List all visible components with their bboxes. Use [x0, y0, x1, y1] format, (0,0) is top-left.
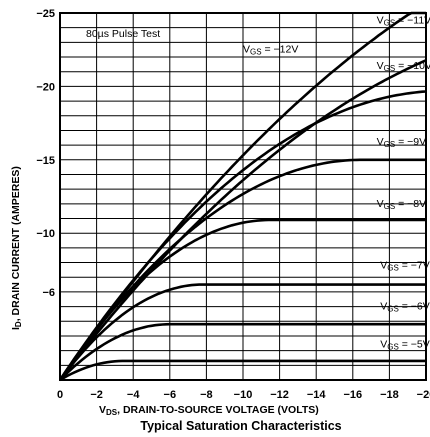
x-axis-title: VDS, DRAIN-TO-SOURCE VOLTAGE (VOLTS): [99, 404, 319, 417]
y-axis-title-subscript: D: [14, 321, 23, 327]
x-tick-label: −2: [90, 389, 103, 401]
y-tick-label: −25: [36, 8, 55, 20]
x-axis-title-text: , DRAIN-TO-SOURCE VOLTAGE (VOLTS): [117, 404, 319, 416]
series-label: VGS = −11V: [377, 14, 430, 27]
x-tick-label: −10: [234, 389, 253, 401]
x-tick-label: −18: [380, 389, 399, 401]
series-line: [58, 11, 426, 381]
x-tick-label: −6: [164, 389, 177, 401]
y-axis-title-symbol: I: [10, 327, 22, 330]
y-tick-labels: −25 −20 −15 −10 −6: [36, 8, 55, 299]
pulse-test-annotation: 80µs Pulse Test: [86, 28, 160, 40]
chart-title: Typical Saturation Characteristics: [140, 419, 341, 433]
x-tick-label: −8: [200, 389, 213, 401]
x-tick-label: −12: [270, 389, 289, 401]
series-line: [58, 283, 426, 381]
y-tick-label: −15: [36, 155, 55, 167]
y-tick-label: −20: [36, 81, 55, 93]
series-label: VGS = −8V: [377, 198, 427, 211]
series-line: [58, 59, 427, 381]
x-axis-title-subscript: DS: [106, 408, 118, 417]
x-tick-label: 0: [57, 389, 63, 401]
y-axis-title: ID, DRAIN CURRENT (AMPERES): [10, 166, 23, 330]
series-label: VGS = −6V: [380, 301, 430, 314]
x-tick-label: −16: [343, 389, 362, 401]
x-tick-labels: 0 −2 −4 −6 −8 −10 −12 −14 −16 −18 −20: [57, 389, 430, 401]
series-label: VGS = −7V: [380, 259, 430, 272]
y-tick-label: −6: [42, 287, 55, 299]
series-label: VGS = −5V: [380, 339, 430, 352]
x-axis-title-symbol: V: [99, 404, 106, 416]
series-line: [58, 158, 426, 381]
plot-frame: [59, 12, 427, 381]
curve-labels: VGS = −5V VGS = −6V VGS = −7V VGS = −8V VGS …: [243, 14, 430, 351]
series-label: VGS = −10V: [377, 60, 430, 73]
series-label: VGS = −12V: [243, 44, 298, 57]
curves: [58, 11, 427, 382]
x-tick-label: −14: [307, 389, 327, 401]
y-tick-label: −10: [36, 228, 55, 240]
x-tick-label: −4: [127, 389, 140, 401]
y-axis-title-text: , DRAIN CURRENT (AMPERES): [10, 166, 22, 321]
series-line: [59, 359, 426, 382]
series-line: [59, 322, 426, 381]
x-tick-label: −20: [417, 389, 430, 401]
series-label: VGS = −9V: [377, 136, 427, 149]
